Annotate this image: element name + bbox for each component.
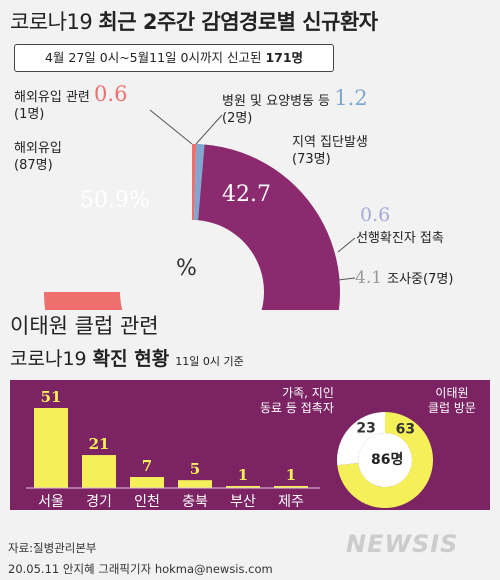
label-contacts: 가족, 지인 동료 등 접촉자 — [260, 386, 334, 415]
report-period-banner: 4월 27일 0시~5월11일 0시까지 신고된 171명 — [14, 44, 334, 72]
credit: 20.05.11 안지혜 그래픽기자 hokma@newsis.com — [8, 562, 273, 576]
slice-hospital — [194, 144, 205, 221]
bar-category-label: 인천 — [134, 494, 160, 510]
title-prefix: 코로나19 — [10, 10, 93, 34]
title-main: 최근 2주간 감염경로별 신규환자 — [98, 10, 378, 34]
bar-value-label: 1 — [286, 466, 296, 484]
bar-category-label: 서울 — [38, 494, 64, 510]
leader-line — [337, 277, 356, 281]
slice-local — [198, 144, 340, 310]
banner-text: 4월 27일 0시~5월11일 0시까지 신고된 — [44, 50, 262, 65]
leader-line — [195, 114, 223, 145]
bar-category-label: 부산 — [230, 494, 256, 510]
slice-contacts — [337, 412, 385, 466]
bar-value-label: 21 — [89, 435, 110, 453]
bar-5 — [274, 486, 308, 488]
donut-hole — [358, 433, 412, 487]
newsis-watermark: NEWSIS — [346, 530, 459, 558]
bar-4 — [226, 486, 260, 488]
label-hospital: 병원 및 요양병동 등 1.2 (2명) — [222, 86, 368, 127]
bar-2 — [130, 477, 164, 488]
label-investigating: 4.1 조사중(7명) — [355, 268, 454, 288]
region-bar-chart: 51 서울 21 경기 7 인천 5 충북 1 부산 1 제주 — [26, 388, 320, 510]
bar-0 — [34, 408, 68, 488]
label-abroad-related: 해외유입 관련 0.6 (1명) — [14, 82, 128, 123]
slice-abroad-related — [192, 144, 197, 221]
main-title: 코로나19 최근 2주간 감염경로별 신규환자 — [10, 6, 378, 36]
infection-route-donut — [44, 109, 356, 310]
date-note: 11일 0시 기준 — [175, 355, 244, 368]
label-local: 지역 집단발생 (73명) — [292, 135, 368, 167]
label-club-visit: 이태원 클럽 방문 — [428, 386, 476, 415]
bar-value-label: 1 — [238, 466, 248, 484]
section-title: 이태원 클럽 관련 — [10, 314, 159, 338]
bar-category-label: 충북 — [182, 494, 208, 510]
source: 자료:질병관리본부 — [8, 541, 97, 555]
bar-category-label: 경기 — [86, 494, 112, 510]
pct-contact: 0.6 — [360, 204, 391, 226]
pct-investigating: 4.1 — [355, 268, 383, 288]
pct-abroad: 50.9% — [80, 188, 150, 213]
leader-line — [149, 109, 193, 145]
bar-value-label: 51 — [41, 388, 62, 406]
leader-line — [337, 237, 356, 253]
bar-value-label: 7 — [142, 457, 152, 475]
label-contact: 선행확진자 접촉 — [356, 231, 444, 246]
bar-category-label: 제주 — [278, 494, 304, 510]
itaewon-donut: 63 23 — [337, 412, 433, 508]
label-abroad: 해외유입 (87명) — [14, 141, 62, 173]
bar-value-label: 5 — [190, 460, 200, 478]
value-contacts: 23 — [356, 421, 375, 437]
banner-count: 171명 — [265, 50, 304, 65]
pct-local: 42.7 — [222, 182, 271, 207]
slice-club-visit — [337, 412, 433, 508]
pct-abroad-related: 0.6 — [94, 82, 128, 106]
small-donut-center: 86명 — [371, 452, 404, 468]
bar-1 — [82, 455, 116, 488]
value-club-visit: 63 — [396, 422, 415, 438]
percent-unit: % — [176, 256, 197, 281]
pct-hospital: 1.2 — [334, 86, 368, 110]
section-subtitle: 코로나19 확진 현황 11일 0시 기준 — [10, 348, 244, 370]
bar-3 — [178, 480, 212, 488]
slice-abroad — [44, 292, 123, 310]
